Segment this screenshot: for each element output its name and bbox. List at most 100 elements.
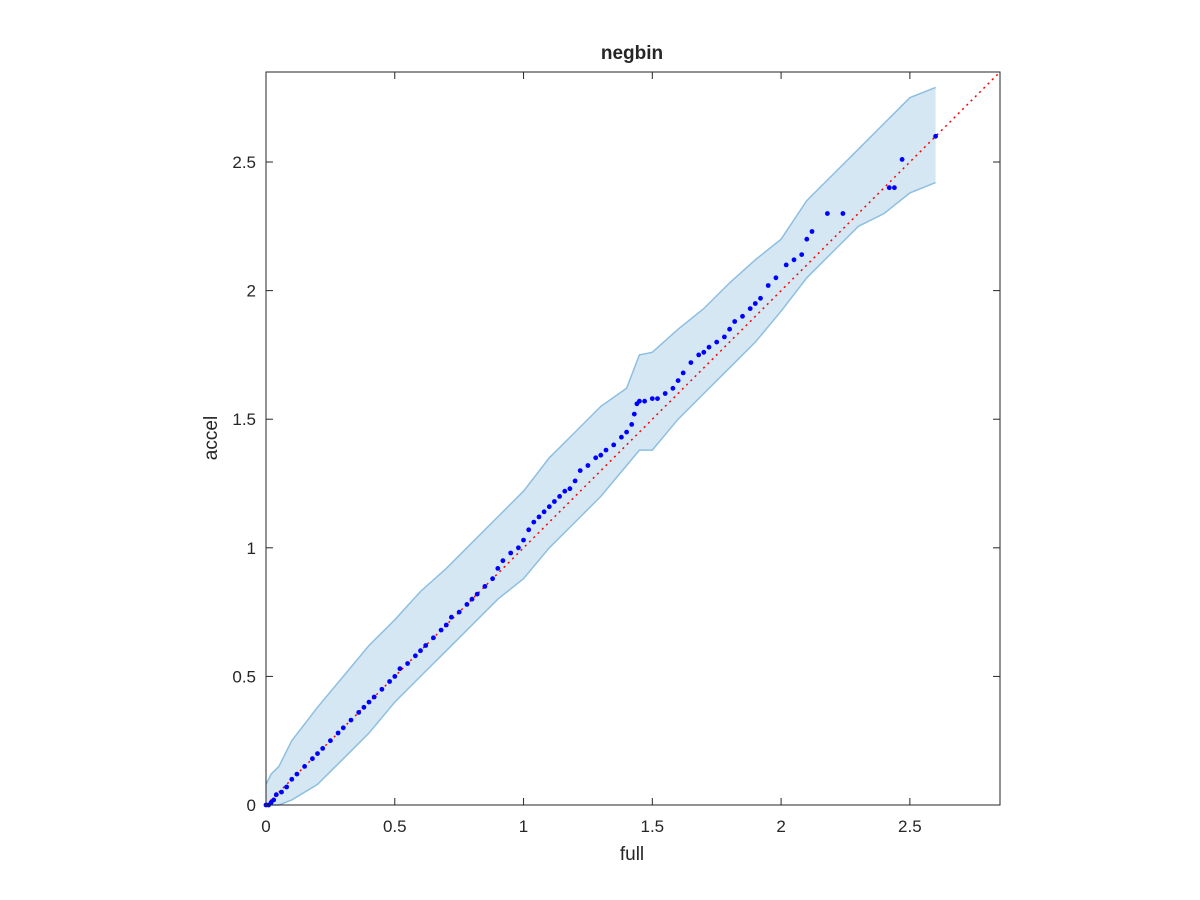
band-upper-edge xyxy=(265,86,936,785)
data-point xyxy=(356,710,362,715)
data-point xyxy=(423,643,429,648)
data-point xyxy=(740,313,745,319)
data-point xyxy=(696,352,702,358)
data-point xyxy=(688,360,694,365)
data-point xyxy=(747,306,753,311)
data-point xyxy=(732,319,738,324)
data-point xyxy=(655,396,660,401)
y-tick-label: 2.5 xyxy=(232,153,256,172)
y-tick-label: 0.5 xyxy=(232,667,256,686)
data-point xyxy=(371,694,377,700)
data-point xyxy=(701,349,707,355)
band-lower-edge xyxy=(266,181,936,806)
data-point xyxy=(464,602,470,607)
data-point xyxy=(361,704,367,710)
x-tick-label: 0.5 xyxy=(383,817,407,836)
data-point xyxy=(933,133,938,139)
data-point xyxy=(598,452,604,458)
data-point xyxy=(328,738,333,744)
y-tick-label: 2 xyxy=(247,282,256,301)
data-point xyxy=(526,527,532,533)
data-point xyxy=(680,370,686,376)
data-point xyxy=(552,499,557,504)
data-point xyxy=(765,283,771,288)
data-point xyxy=(366,699,372,705)
data-point xyxy=(541,509,547,515)
data-point xyxy=(637,398,642,404)
data-point xyxy=(593,455,599,461)
data-point xyxy=(320,746,326,751)
data-point xyxy=(892,185,897,191)
data-point xyxy=(585,463,591,468)
data-point xyxy=(289,776,295,782)
y-tick-label: 1 xyxy=(247,539,256,558)
x-tick-label: 1.5 xyxy=(640,817,664,836)
data-point xyxy=(727,326,732,332)
y-tick-label: 1.5 xyxy=(232,410,256,429)
plot-axes-box xyxy=(265,71,1001,806)
data-point xyxy=(443,622,449,628)
data-point xyxy=(624,429,629,435)
data-point xyxy=(531,519,537,525)
data-point xyxy=(557,494,562,499)
data-point xyxy=(773,275,779,281)
data-point xyxy=(310,756,315,762)
data-point xyxy=(340,725,346,731)
data-point xyxy=(508,550,514,556)
data-point xyxy=(397,666,403,672)
data-point xyxy=(474,591,480,597)
confidence-band-layer xyxy=(265,86,936,806)
data-point xyxy=(752,301,758,306)
data-point xyxy=(714,339,720,345)
data-point xyxy=(722,334,727,340)
y-tick-label: 0 xyxy=(247,796,256,815)
data-point xyxy=(469,596,475,602)
data-point xyxy=(449,614,454,620)
x-tick-label: 0 xyxy=(261,817,270,836)
data-point xyxy=(500,558,506,564)
x-tick-label: 1 xyxy=(519,817,528,836)
x-axis-label: full xyxy=(620,844,644,865)
data-point xyxy=(662,391,668,396)
data-point xyxy=(791,257,797,263)
data-point xyxy=(675,378,681,383)
reference-line-layer xyxy=(265,71,1001,806)
chart-title: negbin xyxy=(601,43,663,64)
data-point xyxy=(279,789,284,795)
x-tick-label: 2 xyxy=(776,817,785,836)
data-point xyxy=(521,537,526,543)
data-point xyxy=(799,252,805,257)
data-point xyxy=(562,488,568,494)
data-point xyxy=(387,679,392,684)
data-point xyxy=(825,211,830,216)
data-point xyxy=(482,584,488,589)
data-point xyxy=(758,295,763,301)
data-point xyxy=(577,468,583,473)
data-point xyxy=(490,576,495,582)
data-point xyxy=(456,609,462,615)
data-point xyxy=(335,730,341,736)
data-point xyxy=(348,717,354,723)
data-point xyxy=(392,674,398,679)
data-points-layer xyxy=(263,133,938,808)
data-point xyxy=(413,653,418,659)
data-point xyxy=(629,422,635,427)
data-point xyxy=(431,635,436,641)
data-point xyxy=(438,627,444,633)
data-point xyxy=(273,792,279,798)
confidence-band-area xyxy=(266,87,936,805)
data-point xyxy=(706,344,712,350)
data-point xyxy=(670,385,676,391)
data-point xyxy=(611,442,617,448)
data-point xyxy=(603,447,609,453)
data-point xyxy=(315,751,320,756)
x-tick-label: 2.5 xyxy=(898,817,922,836)
data-point xyxy=(567,486,573,492)
data-point xyxy=(294,771,300,777)
y-axis-ticks: 0 0.5 1 1.5 2 2.5 xyxy=(232,153,1000,815)
data-point xyxy=(284,784,289,790)
data-point xyxy=(619,434,624,440)
data-point xyxy=(516,545,521,551)
y-axis-label: accel xyxy=(201,416,222,460)
